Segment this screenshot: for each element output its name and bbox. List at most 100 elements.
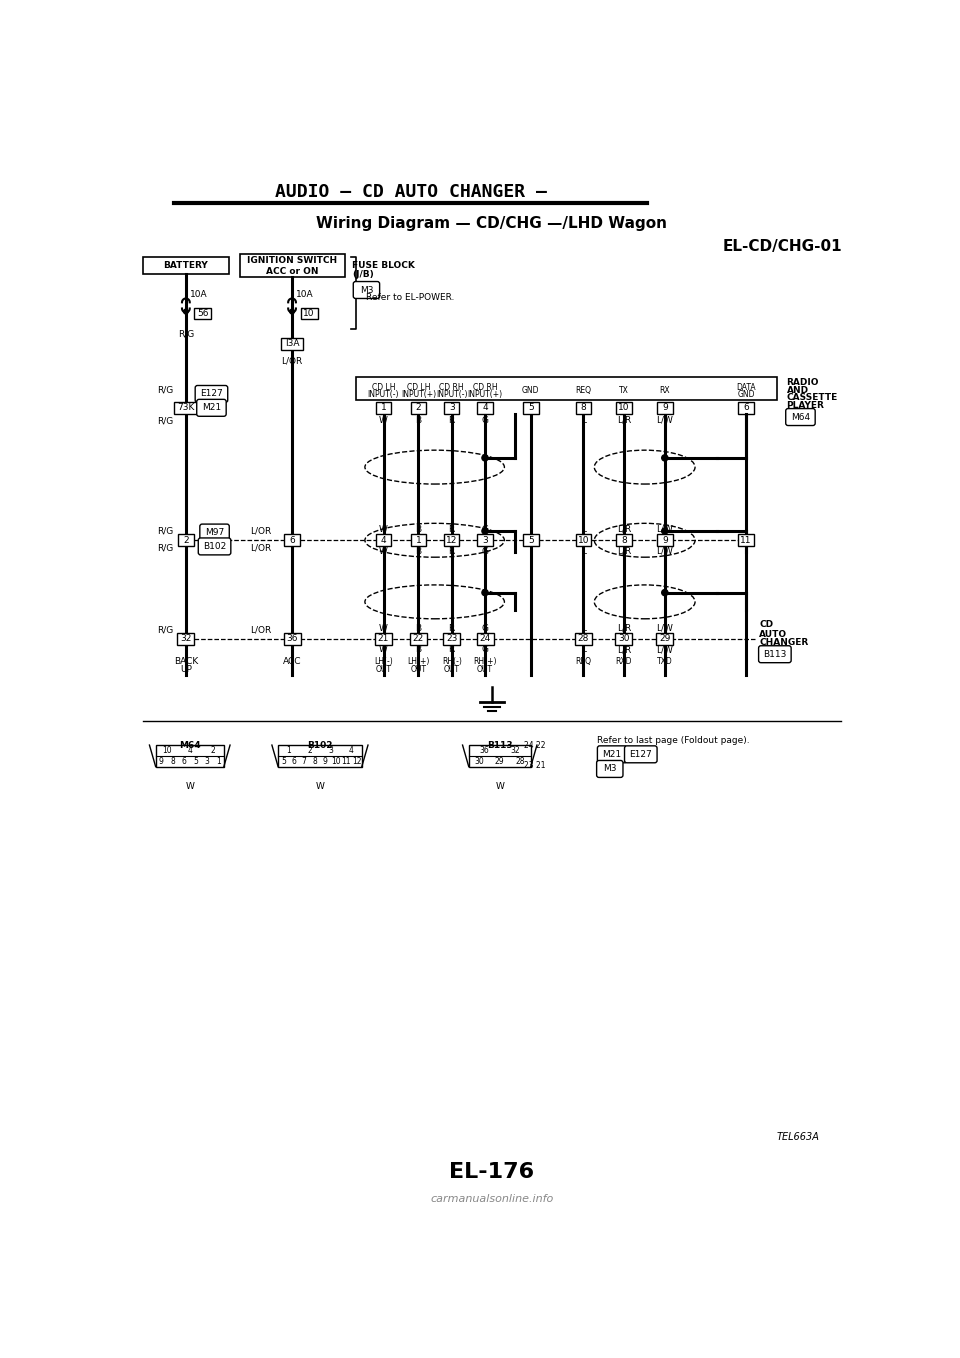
Text: M97: M97: [204, 528, 225, 536]
Text: 28: 28: [578, 634, 589, 644]
Text: L/OR: L/OR: [251, 527, 272, 535]
Text: L/OR: L/OR: [281, 356, 302, 365]
Text: ACC: ACC: [283, 657, 301, 667]
Text: W: W: [379, 526, 388, 534]
Text: 10: 10: [331, 756, 341, 766]
Text: TXD: TXD: [657, 657, 673, 667]
Text: 3: 3: [482, 536, 488, 545]
Circle shape: [482, 589, 488, 596]
Text: Refer to EL-POWER.: Refer to EL-POWER.: [367, 293, 455, 303]
Circle shape: [661, 528, 668, 534]
Bar: [476, 633, 493, 645]
Text: 3: 3: [204, 756, 209, 766]
Text: L/W: L/W: [657, 623, 673, 633]
Bar: [657, 402, 673, 414]
Text: PLAYER: PLAYER: [786, 401, 825, 410]
Text: IGNITION SWITCH: IGNITION SWITCH: [248, 257, 338, 265]
Text: 5: 5: [281, 756, 286, 766]
Text: B113: B113: [487, 741, 513, 750]
Bar: [657, 633, 673, 645]
Text: REQ: REQ: [575, 657, 591, 667]
Bar: [240, 254, 345, 277]
Text: L/R: L/R: [616, 645, 631, 655]
Text: 30: 30: [618, 634, 630, 644]
Text: L/R: L/R: [616, 546, 631, 555]
Text: ACC or ON: ACC or ON: [266, 268, 319, 276]
Text: CD LH: CD LH: [407, 383, 430, 392]
Text: CD RH: CD RH: [472, 383, 497, 392]
Text: CD: CD: [759, 621, 774, 630]
Text: 6: 6: [291, 756, 297, 766]
Text: 36: 36: [479, 746, 490, 755]
Text: TEL663A: TEL663A: [777, 1133, 820, 1142]
Text: L/R: L/R: [616, 623, 631, 633]
Text: 10: 10: [303, 308, 315, 318]
Text: R: R: [448, 546, 455, 555]
Bar: [444, 535, 460, 546]
Text: CASSETTE: CASSETTE: [786, 394, 838, 402]
Text: OUT: OUT: [477, 665, 493, 674]
Text: 8: 8: [581, 403, 587, 413]
Text: L: L: [581, 623, 586, 633]
FancyBboxPatch shape: [758, 646, 791, 663]
Text: 11: 11: [342, 756, 350, 766]
Text: FUSE BLOCK: FUSE BLOCK: [352, 261, 416, 270]
Text: GND: GND: [737, 390, 755, 399]
FancyBboxPatch shape: [199, 538, 230, 555]
Text: E127: E127: [200, 390, 223, 398]
Text: 2: 2: [416, 403, 421, 413]
Text: 32: 32: [180, 634, 192, 644]
Text: W: W: [495, 782, 504, 792]
Bar: [179, 535, 194, 546]
Bar: [283, 633, 300, 645]
Text: 2: 2: [183, 536, 189, 545]
Text: E127: E127: [630, 750, 652, 759]
Text: 24 22: 24 22: [524, 741, 545, 751]
Circle shape: [661, 589, 668, 596]
Text: B: B: [416, 416, 421, 425]
Text: 4: 4: [187, 746, 192, 755]
Text: R/G: R/G: [157, 386, 174, 395]
Text: B: B: [416, 623, 421, 633]
Text: 9: 9: [662, 403, 668, 413]
Text: CD RH: CD RH: [440, 383, 464, 392]
Circle shape: [290, 310, 295, 314]
Text: GND: GND: [522, 387, 540, 395]
Bar: [278, 746, 362, 767]
Text: 2: 2: [210, 746, 215, 755]
Text: M21: M21: [202, 403, 221, 413]
Bar: [281, 338, 303, 350]
Text: 23 21: 23 21: [524, 762, 545, 770]
Text: 4: 4: [348, 746, 354, 755]
Text: L/OR: L/OR: [251, 625, 272, 634]
Text: W: W: [185, 782, 194, 792]
Text: M21: M21: [603, 750, 622, 759]
FancyBboxPatch shape: [353, 281, 379, 299]
Text: AUDIO — CD AUTO CHANGER —: AUDIO — CD AUTO CHANGER —: [275, 183, 546, 201]
Text: L/R: L/R: [616, 416, 631, 425]
Text: EL-176: EL-176: [449, 1161, 535, 1181]
Bar: [284, 535, 300, 546]
Bar: [444, 402, 460, 414]
Text: BATTERY: BATTERY: [163, 261, 208, 270]
Text: W: W: [379, 546, 388, 555]
Text: 6: 6: [181, 756, 186, 766]
Text: I3A: I3A: [285, 340, 300, 349]
Text: R/G: R/G: [157, 543, 174, 553]
Bar: [411, 402, 426, 414]
Text: R/G: R/G: [157, 527, 174, 535]
Text: W: W: [379, 416, 388, 425]
Text: 5: 5: [528, 403, 534, 413]
Bar: [477, 535, 492, 546]
Text: 3: 3: [328, 746, 333, 755]
Text: RXD: RXD: [615, 657, 632, 667]
Text: LH(-): LH(-): [374, 657, 393, 667]
Circle shape: [482, 528, 488, 534]
Text: L/W: L/W: [657, 526, 673, 534]
Text: INPUT(-): INPUT(-): [436, 390, 468, 399]
Bar: [575, 633, 592, 645]
Text: G: G: [482, 526, 489, 534]
FancyBboxPatch shape: [197, 399, 227, 417]
Text: 9: 9: [159, 756, 164, 766]
Bar: [738, 535, 754, 546]
